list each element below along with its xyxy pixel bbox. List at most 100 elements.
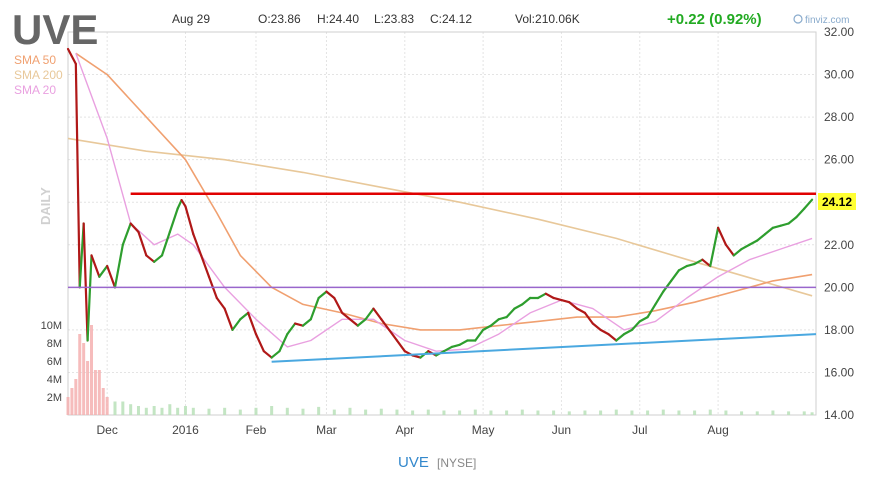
- volume-bar: [755, 411, 759, 415]
- price-segment: [294, 322, 305, 327]
- volume-bar: [379, 408, 383, 415]
- price-segment: [583, 311, 594, 325]
- volume-bar: [136, 406, 140, 415]
- price-segment: [254, 333, 265, 353]
- volume-bar: [86, 361, 90, 415]
- volume-bar: [724, 410, 728, 415]
- price-segment: [411, 354, 422, 359]
- legend-sma-200: SMA 200: [14, 68, 63, 82]
- price-segment: [247, 311, 258, 336]
- price-segment: [740, 243, 751, 251]
- y-tick-label: 30.00: [824, 68, 854, 82]
- volume-bar: [70, 388, 74, 415]
- price-segment: [771, 224, 782, 229]
- volume-bar: [614, 409, 618, 415]
- y-tick-label: 20.00: [824, 280, 854, 294]
- volume-bar: [223, 407, 227, 415]
- price-segment: [66, 47, 77, 66]
- price-segment: [599, 328, 610, 336]
- price-segment: [756, 233, 767, 242]
- x-tick-label: Jul: [632, 423, 647, 437]
- ticker-title: UVE: [12, 6, 98, 53]
- price-segment: [113, 243, 124, 289]
- volume-tick-label: 8M: [47, 338, 62, 350]
- price-segment: [732, 247, 743, 257]
- price-segment: [372, 307, 383, 321]
- footer-ticker[interactable]: UVE: [398, 454, 429, 471]
- volume-bar: [270, 406, 274, 415]
- price-segment: [90, 254, 101, 278]
- volume-bar: [348, 407, 352, 415]
- price-segment: [685, 262, 696, 268]
- support-line: [271, 333, 817, 363]
- volume-bar: [332, 409, 336, 415]
- price-segment: [184, 205, 195, 236]
- volume-bar: [207, 408, 211, 415]
- y-tick-label: 26.00: [824, 153, 854, 167]
- volume-bar: [520, 409, 524, 415]
- quote-date: Aug 29: [172, 12, 210, 26]
- brand-link[interactable]: finviz.com: [805, 15, 849, 26]
- volume-tick-label: 4M: [47, 374, 62, 386]
- last-price-label: 24.12: [822, 195, 852, 209]
- quote-open: O:23.86: [258, 12, 301, 26]
- y-tick-label: 28.00: [824, 110, 854, 124]
- volume-bar: [93, 370, 97, 415]
- volume-bar: [113, 401, 117, 415]
- price-segment: [270, 350, 281, 359]
- price-segment: [442, 345, 453, 353]
- price-segment: [803, 198, 814, 210]
- volume-bar: [66, 397, 70, 415]
- price-segment: [309, 296, 320, 321]
- volume-bar: [168, 404, 172, 415]
- price-segment: [779, 222, 790, 227]
- x-tick-label: Jun: [552, 423, 571, 437]
- price-segment: [180, 198, 187, 208]
- price-segment: [82, 222, 89, 342]
- price-segment: [301, 318, 312, 327]
- sma-50-line: [75, 52, 813, 331]
- volume-bar: [317, 406, 321, 415]
- sma-20-line: [75, 53, 813, 352]
- price-segment: [215, 296, 226, 310]
- volume-bar: [599, 410, 603, 415]
- sma-50-series: [75, 52, 813, 331]
- price-segment: [192, 233, 203, 257]
- volume-bar: [105, 397, 109, 415]
- y-tick-label: 18.00: [824, 323, 854, 337]
- price-segment: [505, 307, 516, 319]
- volume-bar: [630, 410, 634, 415]
- volume-tick-label: 2M: [47, 392, 62, 404]
- price-segment: [364, 307, 375, 321]
- price-segment: [701, 258, 712, 268]
- volume-bar: [693, 410, 697, 415]
- price-segment: [654, 290, 665, 306]
- price-segment: [262, 350, 273, 359]
- price-segment: [137, 230, 148, 257]
- trend-lines: [68, 192, 817, 363]
- price-segment: [348, 318, 359, 327]
- price-segment: [763, 226, 775, 236]
- volume-bar: [89, 325, 93, 415]
- price-segment: [513, 303, 524, 310]
- volume-bar: [78, 334, 82, 415]
- legend-sma-50: SMA 50: [14, 53, 56, 67]
- volume-bar: [677, 410, 681, 415]
- volume-bar: [426, 409, 430, 415]
- price-segment: [638, 316, 649, 323]
- volume-bar: [567, 411, 571, 415]
- volume-bar: [810, 412, 814, 415]
- quote-volume: Vol:210.06K: [515, 12, 580, 26]
- price-segment: [576, 307, 587, 314]
- volume-bar: [473, 409, 477, 415]
- price-segment: [646, 303, 657, 319]
- volume-bar: [552, 410, 556, 415]
- volume-bar: [505, 410, 509, 415]
- x-tick-label: Aug: [707, 423, 728, 437]
- volume-bar: [802, 411, 806, 415]
- volume-bar: [191, 407, 195, 415]
- volume-bar: [160, 407, 164, 415]
- volume-bar: [458, 410, 462, 415]
- price-segment: [497, 316, 508, 321]
